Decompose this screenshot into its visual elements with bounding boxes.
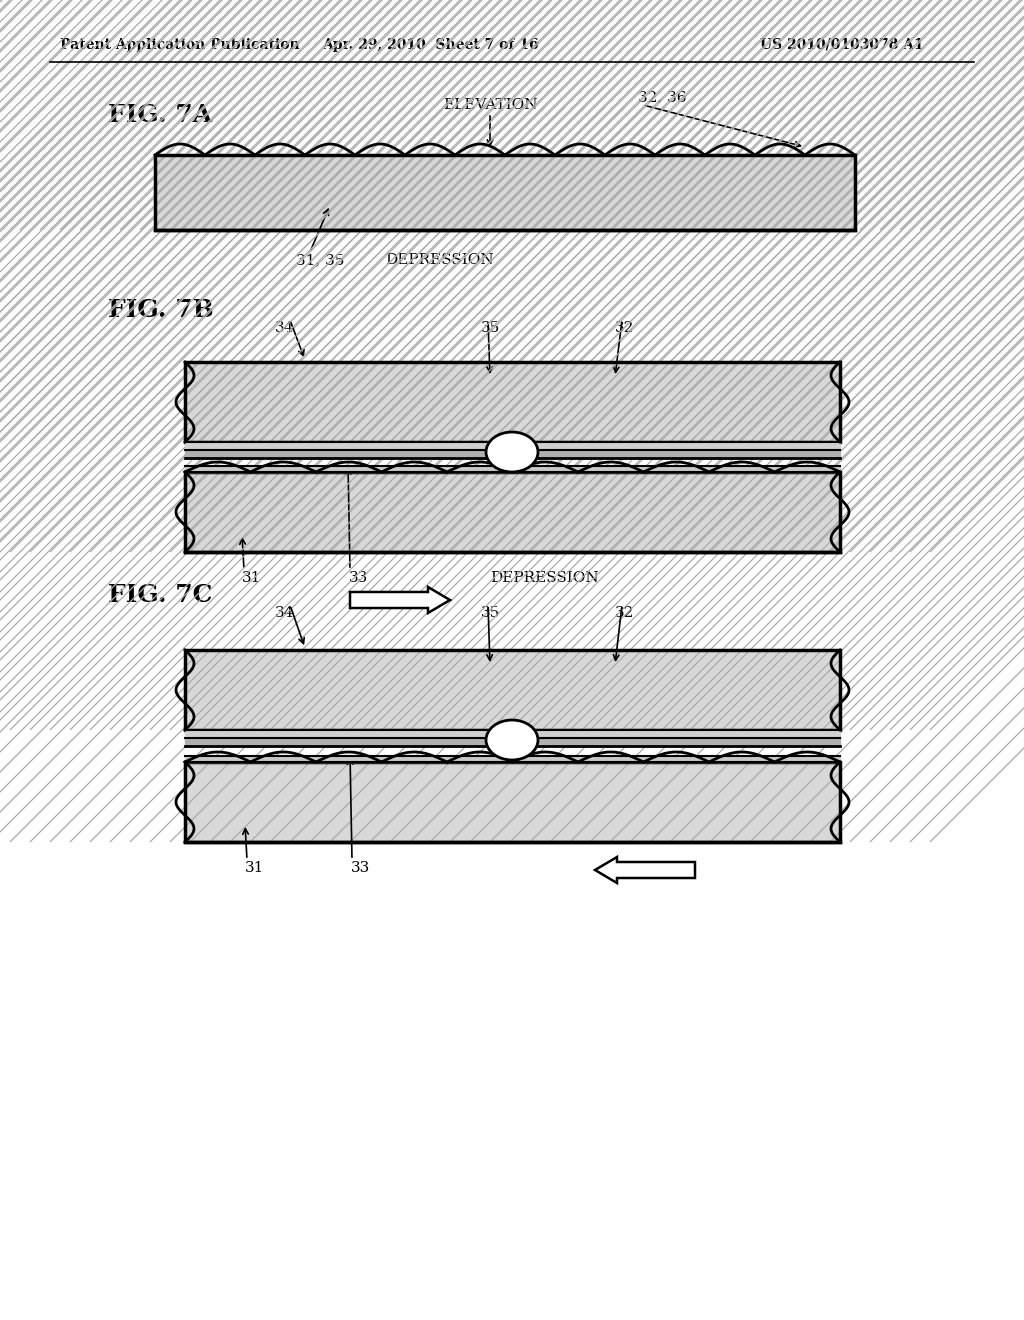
Text: US 2010/0103078 A1: US 2010/0103078 A1: [760, 38, 924, 51]
Text: 32: 32: [615, 321, 635, 335]
Text: Apr. 29, 2010  Sheet 7 of 16: Apr. 29, 2010 Sheet 7 of 16: [322, 38, 539, 51]
Text: 33: 33: [350, 861, 370, 875]
Text: 32: 32: [615, 606, 635, 620]
Text: DEPRESSION: DEPRESSION: [490, 572, 599, 585]
Text: FIG. 7A: FIG. 7A: [108, 103, 212, 127]
Text: DEPRESSION: DEPRESSION: [385, 253, 494, 267]
Text: FIG. 7C: FIG. 7C: [108, 583, 213, 607]
Bar: [185, 762, 840, 842]
Bar: [185, 473, 840, 552]
Text: 31: 31: [243, 572, 262, 585]
Bar: [185, 762, 840, 842]
Ellipse shape: [486, 719, 538, 760]
Bar: [155, 154, 855, 230]
FancyArrow shape: [350, 587, 450, 612]
Text: 34: 34: [275, 321, 295, 335]
Ellipse shape: [486, 432, 538, 473]
Text: 31: 31: [246, 861, 264, 875]
Text: 31, 35: 31, 35: [296, 253, 344, 267]
Text: 34: 34: [275, 606, 295, 620]
Bar: [185, 649, 840, 730]
Bar: [155, 154, 855, 230]
Text: 33: 33: [348, 572, 368, 585]
Text: FIG. 7B: FIG. 7B: [108, 298, 214, 322]
Bar: [185, 362, 840, 442]
Text: 32, 36: 32, 36: [638, 90, 686, 104]
Text: 35: 35: [480, 606, 500, 620]
Text: 35: 35: [480, 321, 500, 335]
Bar: [185, 473, 840, 552]
Bar: [185, 649, 840, 730]
Text: ELEVATION: ELEVATION: [442, 98, 538, 112]
Text: Patent Application Publication: Patent Application Publication: [60, 38, 300, 51]
FancyArrow shape: [595, 857, 695, 883]
Bar: [185, 362, 840, 442]
